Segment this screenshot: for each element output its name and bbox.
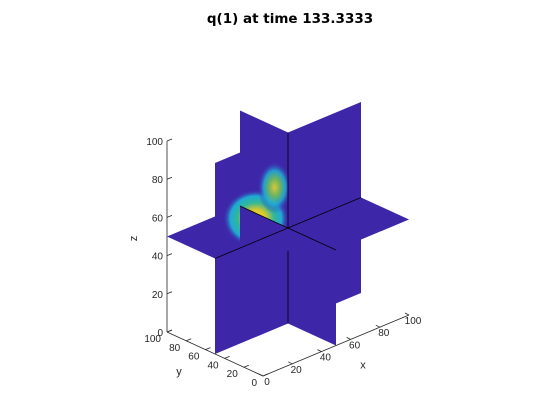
y-tick-label: 40 xyxy=(207,360,219,371)
z-tick-label: 60 xyxy=(152,213,164,224)
z-tick xyxy=(166,176,173,180)
y-tick-label: 100 xyxy=(144,334,161,345)
y-axis-label: y xyxy=(176,366,182,378)
x-tick xyxy=(346,337,351,340)
z-tick-label: 40 xyxy=(152,252,164,263)
z-tick-label: 100 xyxy=(146,137,163,148)
z-tick-label: 0 xyxy=(157,328,163,339)
z-tick xyxy=(166,291,173,295)
z-tick xyxy=(166,253,173,256)
z-tick-label: 80 xyxy=(152,175,164,186)
z-tick xyxy=(166,329,173,333)
blob-x-slice xyxy=(257,161,292,214)
x-tick xyxy=(317,349,322,352)
y-tick-label: 0 xyxy=(251,378,257,389)
x-tick xyxy=(404,312,410,316)
x-tick-label: 80 xyxy=(378,328,390,339)
x-tick-label: 100 xyxy=(405,316,422,327)
z-tick-label: 20 xyxy=(152,290,164,301)
intersection-xz xyxy=(239,205,337,251)
y-tick xyxy=(224,356,230,359)
y-axis-line xyxy=(166,331,264,377)
y-tick xyxy=(243,364,249,368)
x-tick-label: 0 xyxy=(264,377,270,388)
chart-title: q(1) at time 133.3333 xyxy=(207,11,373,27)
x-tick-label: 40 xyxy=(320,353,332,364)
y-tick xyxy=(186,338,192,342)
x-tick xyxy=(375,324,380,328)
x-tick xyxy=(258,373,264,377)
z-tick xyxy=(166,215,173,218)
y-tick-label: 20 xyxy=(227,369,239,380)
y-tick xyxy=(262,373,269,377)
y-tick xyxy=(205,347,211,350)
slice-y-right-bottom xyxy=(288,197,361,324)
y-tick-label: 60 xyxy=(188,352,200,363)
z-tick xyxy=(166,138,173,142)
x-tick xyxy=(288,361,293,365)
x-axis-label: x xyxy=(360,360,366,372)
x-tick-label: 20 xyxy=(291,365,303,376)
x-axis-line xyxy=(262,314,410,377)
y-tick-label: 80 xyxy=(169,343,181,354)
z-axis-label: z xyxy=(128,236,140,242)
x-tick-label: 60 xyxy=(349,340,361,351)
